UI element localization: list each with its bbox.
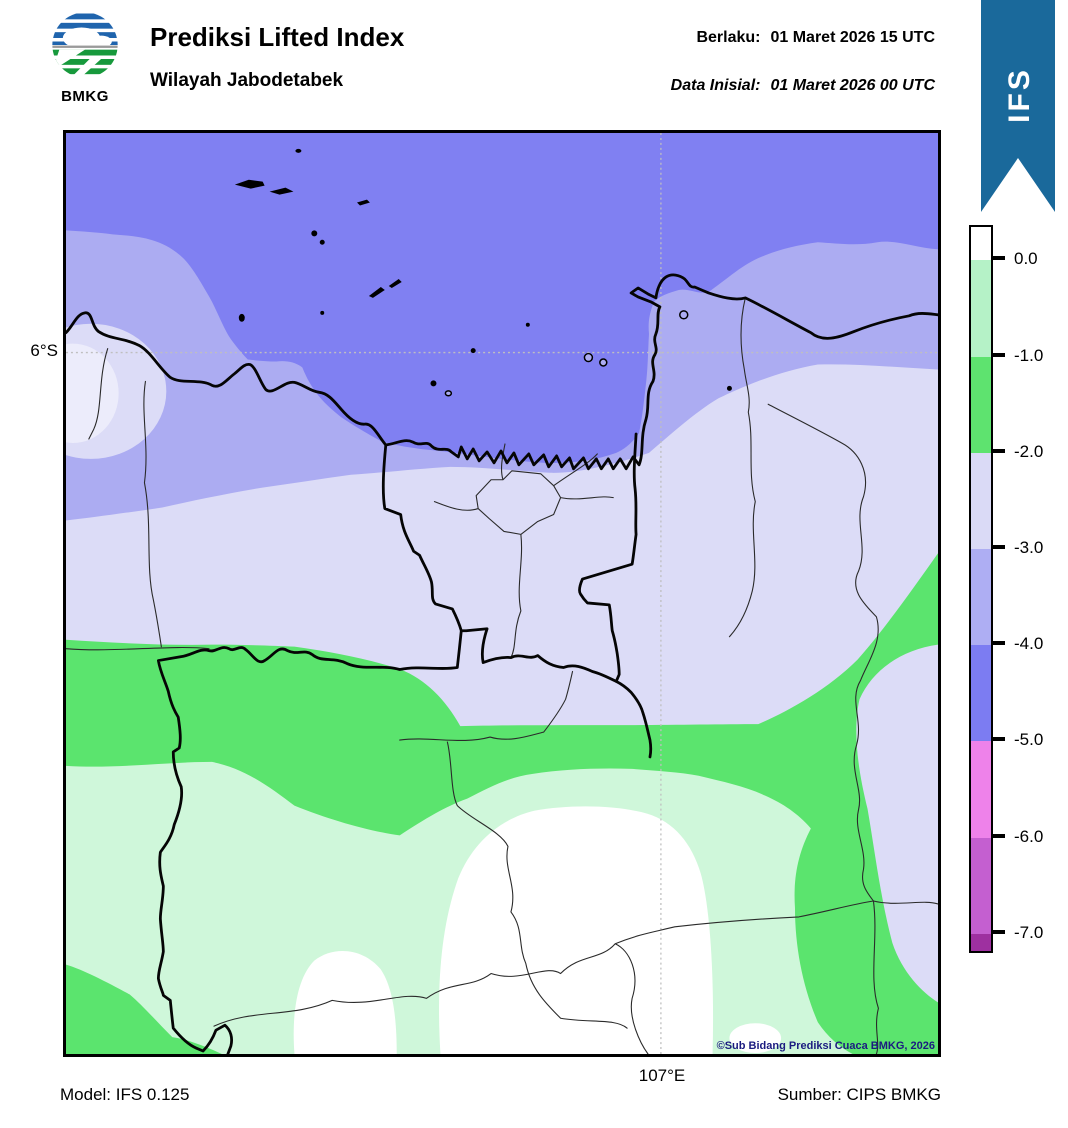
colorbar-label: -7.0 bbox=[1014, 923, 1044, 942]
colorbar-label: -1.0 bbox=[1014, 346, 1044, 365]
valid-time-value: 01 Maret 2026 15 UTC bbox=[770, 29, 935, 46]
colorbar-label: -2.0 bbox=[1014, 442, 1044, 461]
colorbar-segment bbox=[971, 934, 991, 951]
valid-time-label: Berlaku: bbox=[696, 29, 761, 46]
colorbar-tick bbox=[993, 256, 1005, 260]
ribbon-label: IFS bbox=[1003, 67, 1036, 123]
islands bbox=[234, 148, 732, 397]
colorbar-segment bbox=[971, 549, 991, 645]
colorbar-segment bbox=[971, 645, 991, 741]
colorbar-segment bbox=[971, 227, 991, 260]
page-subtitle: Wilayah Jabodetabek bbox=[150, 70, 344, 91]
init-time-label: Data Inisial: bbox=[670, 77, 761, 94]
init-time: Data Inisial: 01 Maret 2026 00 UTC bbox=[671, 77, 935, 95]
model-label: Model: IFS 0.125 bbox=[60, 1085, 190, 1104]
ribbon-banner-icon: IFS bbox=[981, 0, 1055, 212]
admin-thick-west bbox=[156, 443, 618, 1054]
bmkg-logo-text: BMKG bbox=[61, 88, 109, 105]
valid-time: Berlaku: 01 Maret 2026 15 UTC bbox=[696, 29, 935, 47]
white-dome bbox=[439, 806, 714, 1054]
white-spot bbox=[729, 1023, 782, 1054]
colorbar-label: -4.0 bbox=[1014, 634, 1044, 653]
colorbar-tick bbox=[993, 834, 1005, 838]
bmkg-logo-icon bbox=[52, 12, 118, 78]
colorbar-tick bbox=[993, 737, 1005, 741]
band-dark-sea bbox=[66, 133, 938, 464]
colorbar-segment bbox=[971, 357, 991, 453]
colorbar-tick bbox=[993, 353, 1005, 357]
colorbar-tick bbox=[993, 545, 1005, 549]
colorbar-segment bbox=[971, 453, 991, 549]
page-title: Prediksi Lifted Index bbox=[150, 22, 405, 52]
colorbar-label: -3.0 bbox=[1014, 538, 1044, 557]
map-copyright: ©Sub Bidang Prediksi Cuaca BMKG, 2026 bbox=[716, 1040, 935, 1052]
coastline bbox=[66, 273, 938, 471]
admin-thin-south bbox=[213, 670, 938, 1054]
admin-thin-east bbox=[728, 297, 879, 902]
forecast-map: ©Sub Bidang Prediksi Cuaca BMKG, 2026 bbox=[63, 130, 941, 1057]
colorbar-tick bbox=[993, 930, 1005, 934]
colorbar-label: 0.0 bbox=[1014, 249, 1038, 268]
colorbar-tick bbox=[993, 449, 1005, 453]
source-label: Sumber: CIPS BMKG bbox=[777, 1085, 941, 1104]
bmkg-logo: BMKG bbox=[50, 10, 120, 106]
admin-thin-jakarta bbox=[433, 443, 614, 659]
model-ribbon: IFS bbox=[981, 0, 1055, 212]
colorbar-segment bbox=[971, 260, 991, 357]
colorbar-segment bbox=[971, 741, 991, 838]
lifted-index-map bbox=[66, 133, 938, 1054]
admin-thick-east bbox=[578, 432, 653, 759]
lavender-tongue bbox=[856, 644, 938, 1003]
colorbar bbox=[969, 225, 993, 953]
colorbar-label: -6.0 bbox=[1014, 827, 1044, 846]
left-light-blob bbox=[66, 343, 119, 443]
lon-axis-label: 107°E bbox=[638, 1066, 686, 1085]
colorbar-segment bbox=[971, 838, 991, 934]
lat-axis-label: 6°S bbox=[30, 341, 58, 360]
init-time-value: 01 Maret 2026 00 UTC bbox=[770, 77, 935, 94]
colorbar-tick bbox=[993, 641, 1005, 645]
colorbar-label: -5.0 bbox=[1014, 730, 1044, 749]
admin-thin-west bbox=[66, 348, 210, 651]
